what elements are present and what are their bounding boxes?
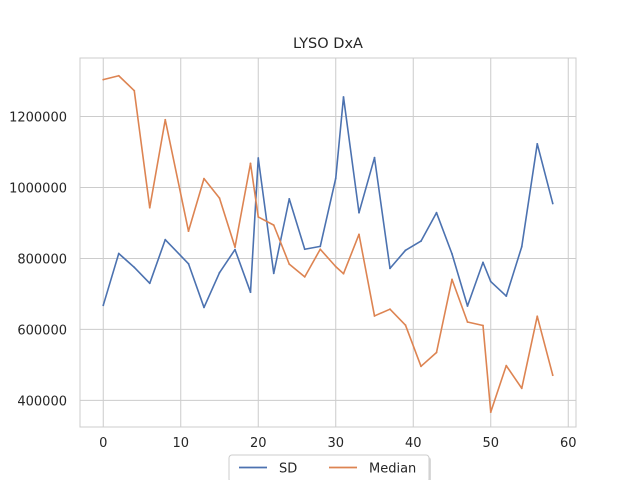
data-point-sd — [536, 142, 539, 145]
data-point-median — [319, 248, 322, 251]
data-point-median — [420, 365, 422, 368]
data-point-median — [203, 177, 205, 180]
legend-label-median: Median — [369, 462, 416, 477]
data-point-median — [451, 278, 453, 281]
data-point-median — [187, 230, 190, 233]
data-point-median — [234, 246, 236, 249]
data-point-sd — [389, 267, 391, 270]
data-point-sd — [342, 96, 345, 98]
data-point-sd — [420, 240, 422, 242]
data-point-sd — [234, 248, 236, 251]
data-point-sd — [257, 157, 260, 159]
y-tick-label: 600000 — [17, 323, 67, 338]
data-point-sd — [520, 245, 523, 248]
x-tick-label: 20 — [250, 436, 267, 451]
y-tick-label: 800000 — [17, 252, 67, 267]
data-point-sd — [451, 252, 453, 255]
data-point-median — [358, 233, 360, 236]
data-point-sd — [148, 282, 151, 285]
data-point-median — [505, 364, 508, 367]
data-point-median — [102, 78, 105, 81]
data-point-sd — [117, 252, 120, 255]
data-point-median — [334, 265, 337, 268]
data-point-sd — [551, 202, 554, 205]
data-point-sd — [133, 266, 136, 269]
data-point-median — [520, 387, 523, 390]
data-point-sd — [404, 249, 407, 252]
data-point-median — [536, 315, 539, 318]
series-lines — [102, 74, 554, 413]
data-point-sd — [272, 272, 275, 275]
grid — [80, 58, 576, 427]
data-point-median — [249, 162, 252, 165]
data-point-sd — [102, 304, 105, 307]
data-point-median — [133, 89, 136, 92]
data-point-median — [342, 272, 345, 275]
data-point-sd — [489, 280, 492, 283]
data-point-sd — [505, 295, 508, 297]
data-point-median — [551, 374, 554, 377]
data-point-median — [303, 276, 306, 278]
data-point-sd — [319, 245, 322, 248]
data-point-median — [164, 118, 167, 121]
data-point-sd — [358, 211, 360, 214]
data-point-median — [288, 263, 291, 266]
data-point-sd — [249, 291, 252, 294]
data-point-median — [218, 197, 221, 200]
data-point-sd — [466, 305, 469, 307]
x-tick-label: 10 — [172, 436, 189, 451]
x-tick-label: 60 — [560, 436, 577, 451]
y-tick-label: 1200000 — [9, 111, 67, 126]
data-point-sd — [482, 261, 484, 264]
data-point-median — [373, 315, 376, 317]
data-point-median — [389, 308, 391, 311]
data-point-median — [466, 321, 469, 323]
data-point-sd — [373, 156, 376, 159]
y-tick-label: 1000000 — [9, 182, 67, 197]
data-point-median — [257, 216, 260, 218]
data-point-median — [272, 224, 275, 227]
data-point-median — [489, 411, 492, 413]
chart-title: LYSO DxA — [293, 36, 363, 52]
legend-label-sd: SD — [279, 462, 297, 477]
data-point-median — [148, 206, 151, 209]
y-tick-label: 400000 — [17, 394, 67, 409]
data-point-sd — [187, 262, 190, 265]
data-point-median — [117, 74, 120, 77]
data-point-sd — [303, 248, 306, 251]
data-point-sd — [218, 271, 221, 274]
x-tick-label: 30 — [327, 436, 344, 451]
data-point-sd — [203, 306, 205, 309]
legend: SD Median — [228, 454, 431, 480]
data-point-median — [404, 324, 407, 327]
data-point-sd — [334, 177, 337, 180]
data-point-median — [482, 324, 484, 327]
data-point-median — [435, 351, 438, 354]
x-tick-label: 50 — [482, 436, 499, 451]
data-point-sd — [288, 197, 291, 200]
plot-frame — [79, 57, 577, 428]
x-tick-label: 0 — [99, 436, 107, 451]
x-tick-label: 40 — [405, 436, 422, 451]
data-point-sd — [164, 238, 167, 241]
data-point-sd — [435, 211, 438, 214]
axes: 0 10 20 30 40 50 60 400000 600000 800000 1000000 12… — [9, 57, 577, 451]
